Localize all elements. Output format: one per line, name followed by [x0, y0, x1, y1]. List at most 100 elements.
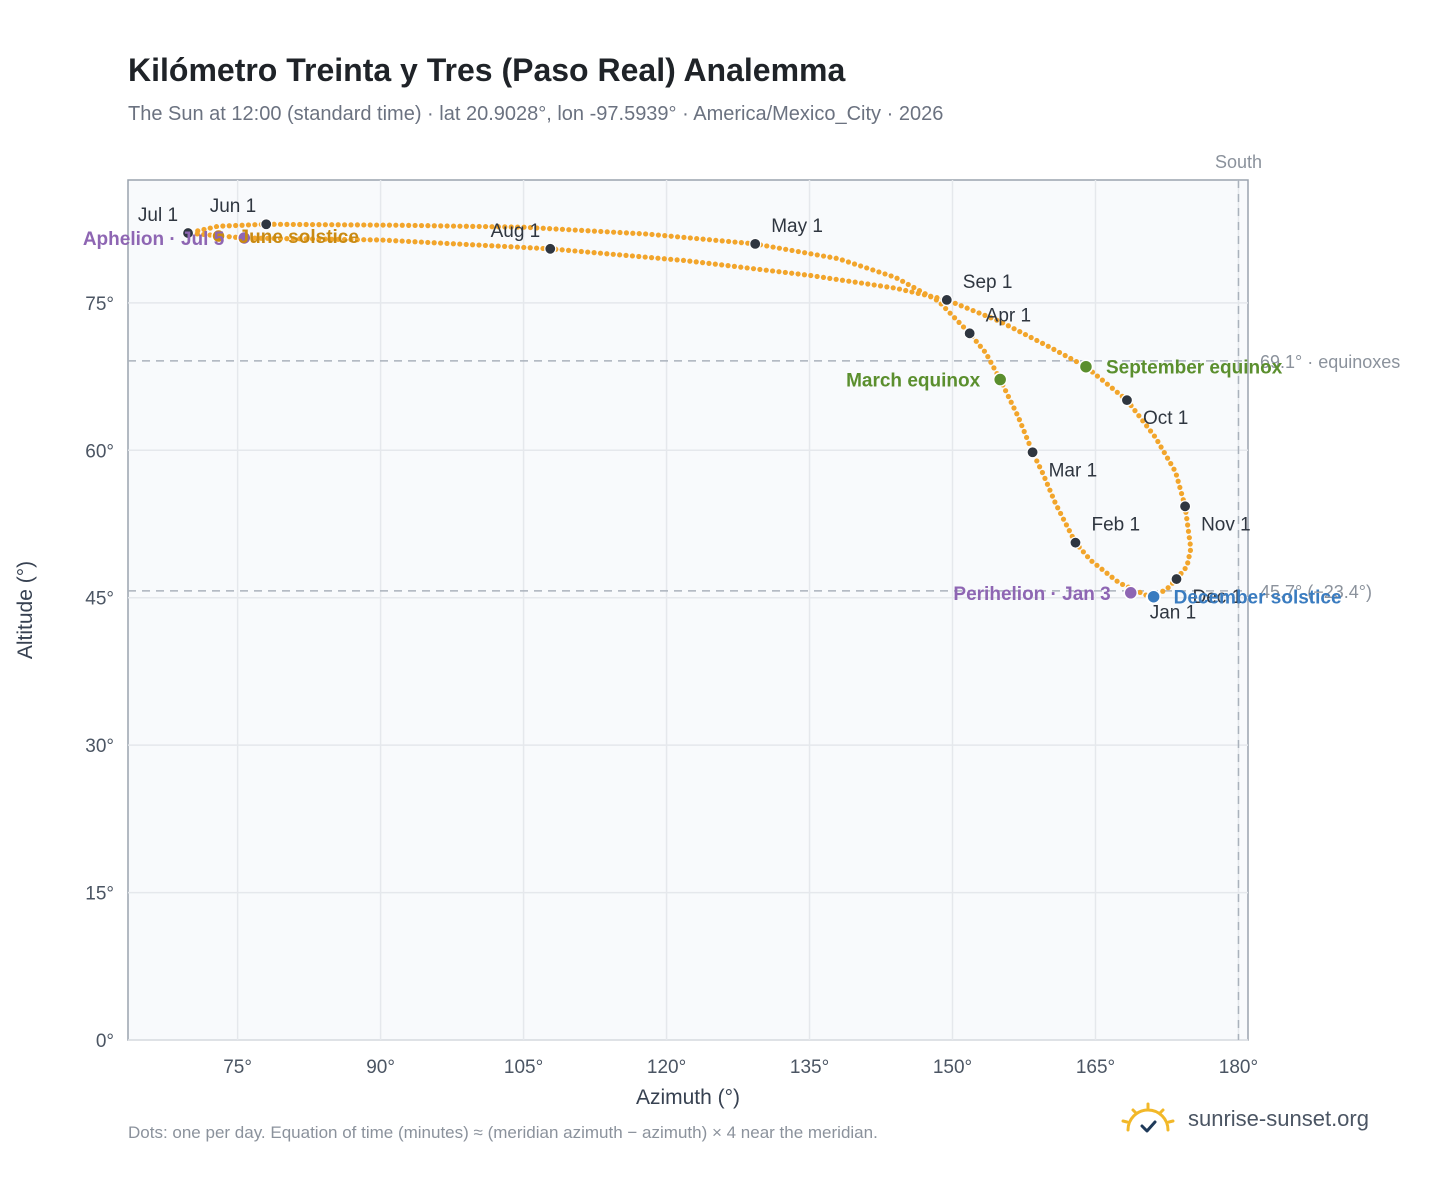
daily-sun-dot	[674, 234, 681, 240]
daily-sun-dot	[482, 242, 488, 249]
brand-logo[interactable]: sunrise-sunset.org	[1120, 1102, 1369, 1136]
daily-sun-dot	[871, 282, 877, 288]
event-marker	[992, 372, 1008, 387]
daily-sun-dot	[964, 305, 970, 311]
daily-sun-dot	[870, 267, 876, 273]
daily-sun-dot	[412, 239, 418, 245]
daily-sun-dot	[648, 255, 655, 261]
daily-sun-dot	[1168, 461, 1174, 467]
daily-sun-dot	[309, 236, 316, 242]
daily-sun-dot	[1099, 377, 1105, 383]
daily-sun-dot	[489, 243, 495, 249]
daily-sun-dot	[566, 227, 572, 233]
daily-sun-dot	[495, 224, 502, 230]
daily-sun-dot	[1104, 570, 1110, 576]
daily-sun-dot	[851, 261, 858, 267]
daily-sun-dot	[591, 250, 597, 256]
daily-sun-dot	[876, 269, 882, 275]
daily-sun-dot	[540, 225, 546, 231]
daily-sun-dot	[744, 265, 750, 271]
y-tick-label: 60°	[85, 441, 114, 462]
month-marker	[1069, 536, 1082, 549]
daily-sun-dot	[617, 229, 623, 236]
daily-sun-dot	[795, 248, 801, 255]
daily-sun-dot	[1073, 358, 1080, 365]
daily-sun-dot	[1022, 331, 1029, 338]
daily-sun-dot	[1017, 329, 1023, 335]
daily-sun-dot	[1080, 549, 1086, 555]
daily-sun-dot	[846, 278, 852, 284]
event-label: September equinox	[1106, 358, 1283, 379]
daily-sun-dot	[894, 275, 900, 281]
daily-sun-dot	[839, 257, 845, 263]
event-label: March equinox	[846, 371, 981, 392]
daily-sun-dot	[713, 237, 719, 243]
event-marker	[1078, 359, 1094, 374]
daily-sun-dot	[977, 343, 983, 349]
x-tick-label: 135°	[790, 1057, 829, 1078]
daily-sun-dot	[951, 315, 958, 321]
daily-sun-dot	[380, 237, 386, 243]
daily-sun-dot	[598, 228, 604, 235]
daily-sun-dot	[476, 223, 482, 230]
daily-sun-dot	[233, 222, 239, 229]
event-marker	[211, 228, 226, 244]
daily-sun-dot	[745, 240, 751, 246]
daily-sun-dot	[367, 237, 373, 243]
daily-sun-dot	[808, 251, 814, 257]
daily-sun-dot	[1147, 428, 1154, 434]
daily-sun-dot	[693, 259, 699, 265]
daily-sun-dot	[425, 239, 431, 246]
daily-sun-dot	[1047, 487, 1053, 493]
daily-sun-dot	[252, 222, 258, 228]
daily-sun-dot	[911, 284, 917, 291]
daily-sun-dot	[591, 228, 598, 234]
daily-sun-dot	[201, 231, 207, 238]
daily-sun-dot	[450, 241, 456, 247]
month-marker	[181, 226, 195, 240]
daily-sun-dot	[909, 289, 915, 295]
daily-sun-dot	[303, 236, 309, 242]
x-tick-label: 150°	[933, 1057, 972, 1078]
daily-sun-dot	[1060, 516, 1067, 522]
daily-sun-dot	[928, 293, 934, 299]
daily-sun-dot	[636, 230, 642, 237]
daily-sun-dot	[437, 240, 444, 246]
daily-sun-dot	[643, 231, 649, 237]
daily-sun-dot	[341, 236, 348, 243]
daily-sun-dot	[915, 290, 921, 296]
daily-sun-dot	[405, 238, 412, 245]
daily-sun-dot	[731, 263, 738, 269]
daily-sun-dot	[617, 252, 623, 258]
month-marker	[940, 293, 953, 307]
daily-sun-dot	[1178, 490, 1185, 497]
daily-sun-dot	[329, 236, 335, 242]
daily-sun-dot	[521, 244, 527, 251]
daily-sun-dot	[1114, 578, 1120, 584]
daily-sun-dot	[985, 354, 991, 360]
daily-sun-dot	[457, 223, 463, 229]
daily-sun-dot	[579, 227, 585, 234]
daily-sun-dot	[1036, 464, 1043, 470]
daily-sun-dot	[839, 277, 846, 283]
daily-sun-dot	[444, 223, 450, 229]
chart-subtitle: The Sun at 12:00 (standard time) · lat 2…	[128, 103, 944, 125]
south-label: South	[1215, 152, 1262, 172]
daily-sun-dot	[399, 222, 405, 228]
month-marker	[1120, 394, 1134, 407]
daily-sun-dot	[194, 231, 200, 237]
y-axis-label: Altitude (°)	[14, 561, 37, 659]
daily-sun-dot	[559, 226, 566, 232]
daily-sun-dot	[303, 221, 309, 228]
daily-sun-dot	[444, 240, 450, 247]
daily-sun-dot	[521, 224, 527, 230]
daily-sun-dot	[470, 223, 476, 229]
daily-sun-dot	[1175, 478, 1181, 484]
daily-sun-dot	[597, 250, 604, 256]
daily-sun-dot	[636, 253, 642, 260]
daily-sun-dot	[463, 223, 469, 229]
daily-sun-dot	[508, 224, 514, 230]
footnote: Dots: one per day. Equation of time (min…	[128, 1123, 878, 1142]
event-marker	[237, 230, 252, 246]
daily-sun-dot	[450, 223, 457, 229]
